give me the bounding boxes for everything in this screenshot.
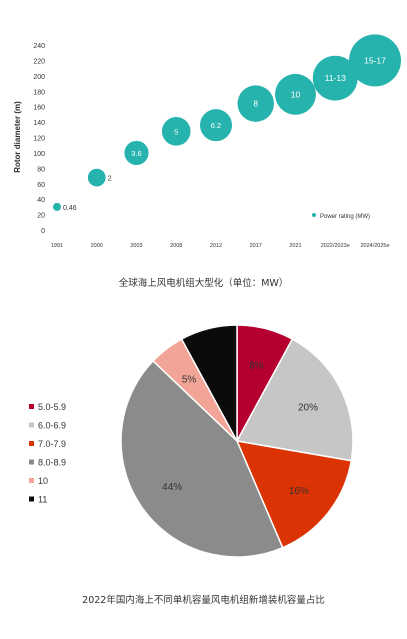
y-tick-label: 240 bbox=[33, 43, 45, 50]
legend-label: 10 bbox=[38, 476, 48, 486]
legend-swatch bbox=[29, 441, 34, 446]
rotor-diameter-bubble-chart: 0 20 40 60 80 100 120 140 160 180 200 220 240 1991 200… bbox=[13, 34, 401, 249]
x-tick-label: 2022/2023e bbox=[321, 243, 350, 249]
bubble-point bbox=[124, 140, 149, 165]
legend-label: 8.0-8.9 bbox=[38, 458, 66, 468]
x-tick-label: 2008 bbox=[170, 243, 182, 249]
pie-chart-caption: 2022年国内海上不同单机容量风电机组新增装机容量占比 bbox=[82, 595, 325, 606]
legend-swatch bbox=[29, 422, 34, 428]
legend-swatch bbox=[29, 478, 34, 483]
pie-slice bbox=[235, 338, 354, 462]
y-tick-label: 40 bbox=[37, 197, 45, 204]
x-tick-label: 2003 bbox=[130, 243, 142, 249]
legend-swatch bbox=[29, 459, 34, 465]
bubble-label: 15-17 bbox=[364, 55, 386, 65]
bubble-point bbox=[200, 109, 232, 142]
slice-label: 44% bbox=[162, 482, 182, 493]
y-axis-label: Rotor diameter (m) bbox=[13, 101, 22, 173]
legend-label: 5.0-5.9 bbox=[38, 402, 66, 412]
x-tick-label: 2000 bbox=[91, 243, 103, 249]
y-tick-label: 0 bbox=[41, 228, 45, 235]
x-tick-label: 2012 bbox=[210, 243, 222, 249]
pie-slice bbox=[180, 324, 238, 442]
legend-label: 6.0-6.9 bbox=[38, 421, 66, 431]
y-tick-label: 220 bbox=[33, 58, 45, 65]
y-tick-label: 60 bbox=[37, 182, 45, 189]
bubble-point bbox=[161, 117, 191, 146]
y-tick-label: 140 bbox=[33, 120, 45, 127]
y-tick-label: 80 bbox=[37, 166, 45, 173]
bubble-point bbox=[53, 202, 61, 211]
pie-slice bbox=[235, 440, 353, 549]
x-tick-label: 1991 bbox=[51, 243, 63, 249]
bubble-label: 0.46 bbox=[63, 205, 77, 212]
bubble-label: 11-13 bbox=[325, 73, 346, 83]
bubble-label: 5 bbox=[174, 127, 178, 136]
bubble-point bbox=[275, 73, 316, 115]
bubble-label: 8 bbox=[253, 99, 258, 109]
slice-label: 20% bbox=[298, 403, 318, 414]
bubble-label: 6.2 bbox=[211, 121, 221, 130]
bubble-point bbox=[237, 85, 274, 122]
bubble-chart-caption: 全球海上风电机组大型化（单位：MW） bbox=[118, 278, 289, 289]
bubble-label: 10 bbox=[291, 89, 301, 99]
legend-marker bbox=[312, 213, 316, 217]
x-tick-label: 2017 bbox=[250, 243, 262, 249]
x-tick-label: 2024/2025e bbox=[360, 243, 389, 249]
y-tick-label: 160 bbox=[33, 105, 45, 112]
y-tick-label: 120 bbox=[33, 136, 45, 143]
slice-label: 8% bbox=[249, 361, 264, 372]
y-tick-label: 100 bbox=[33, 151, 45, 158]
turbine-capacity-pie-chart: 8% 20% 16% 44% 5% 5.0-5.9 6.0-6.9 7.0-7.9 8.0-8.… bbox=[29, 324, 354, 558]
x-tick-label: 2021 bbox=[289, 243, 301, 249]
y-tick-label: 180 bbox=[33, 89, 45, 96]
pie-slice bbox=[120, 359, 284, 558]
slice-label: 5% bbox=[182, 374, 197, 385]
legend-swatch bbox=[29, 496, 34, 502]
bubble-label: 2 bbox=[108, 176, 112, 183]
bubble-point bbox=[87, 168, 106, 187]
bubble-label: 3.6 bbox=[131, 149, 141, 158]
bubble-point bbox=[349, 34, 401, 87]
slice-label: 16% bbox=[289, 486, 309, 497]
bubble-point bbox=[312, 55, 358, 101]
y-tick-label: 200 bbox=[33, 74, 45, 81]
legend-label: Power rating (MW) bbox=[320, 214, 370, 220]
legend-swatch bbox=[29, 404, 34, 409]
legend-label: 7.0-7.9 bbox=[38, 439, 66, 449]
y-tick-label: 20 bbox=[37, 213, 45, 220]
legend-label: 11 bbox=[38, 495, 47, 505]
